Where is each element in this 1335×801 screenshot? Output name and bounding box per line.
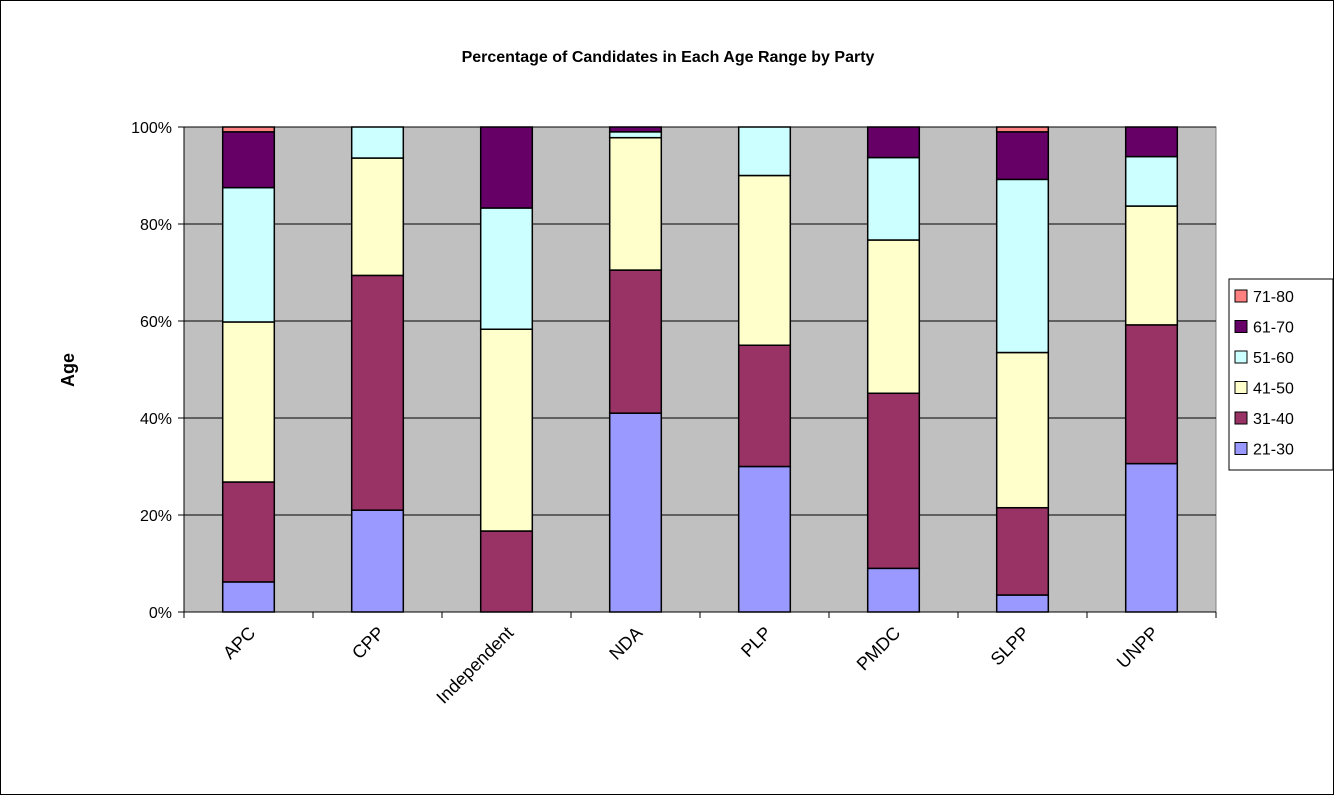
y-tick-label: 40% (140, 411, 172, 428)
bar-segment-slpp-71-80 (995, 126, 1050, 133)
legend-swatch (1234, 350, 1248, 364)
y-tick-label: 80% (140, 217, 172, 234)
y-tick-label: 0% (149, 605, 172, 622)
legend-swatch (1234, 289, 1248, 303)
y-tick-label: 100% (131, 120, 172, 137)
bar-segment-unpp-61-70 (1124, 126, 1179, 158)
y-tick-label: 60% (140, 314, 172, 331)
bar-segment-pmdc-31-40 (866, 392, 921, 570)
legend-box (1228, 278, 1334, 471)
bar-segment-independent-61-70 (479, 126, 534, 209)
bar-segment-apc-31-40 (221, 481, 276, 583)
bar-segment-slpp-51-60 (995, 178, 1050, 354)
axes (178, 126, 1217, 618)
bar-segment-nda-21-30 (608, 412, 663, 613)
bar-segment-cpp-21-30 (350, 509, 405, 613)
bar-segment-plp-31-40 (737, 344, 792, 468)
bar-segment-unpp-51-60 (1124, 155, 1179, 207)
bar-segment-independent-41-50 (479, 328, 534, 532)
bar-segment-unpp-21-30 (1124, 462, 1179, 613)
legend-label: 41-50 (1253, 381, 1294, 398)
legend-label: 31-40 (1253, 411, 1294, 428)
bar-segment-slpp-41-50 (995, 351, 1050, 509)
legend-swatch (1234, 381, 1248, 394)
bar-segment-plp-21-30 (737, 465, 792, 613)
bars (221, 126, 1179, 613)
bar-segment-slpp-31-40 (995, 506, 1050, 596)
bar-segment-apc-61-70 (221, 131, 276, 189)
legend-swatch (1234, 442, 1248, 455)
bar-segment-apc-41-50 (221, 321, 276, 483)
bar-segment-pmdc-51-60 (866, 156, 921, 241)
y-tick-label: 20% (140, 508, 172, 525)
legend-label: 51-60 (1253, 350, 1294, 367)
bar-segment-plp-41-50 (737, 174, 792, 346)
bar-segment-nda-41-50 (608, 136, 663, 271)
chart-title: Percentage of Candidates in Each Age Ran… (462, 49, 875, 66)
legend: 71-80 61-70 51-60 41-50 31-40 21-30 (1228, 278, 1334, 471)
bar-segment-nda-61-70 (608, 126, 663, 133)
bar-segment-cpp-31-40 (350, 274, 405, 511)
bar-segment-independent-31-40 (479, 530, 534, 613)
bar-segment-plp-51-60 (737, 126, 792, 177)
legend-label: 71-80 (1253, 289, 1294, 306)
bar-segment-cpp-51-60 (350, 126, 405, 159)
bar-segment-apc-21-30 (221, 581, 276, 613)
bar-segment-pmdc-61-70 (866, 126, 921, 159)
bar-segment-nda-31-40 (608, 269, 663, 414)
bar-segment-nda-51-60 (608, 131, 663, 139)
y-axis-label: Age (58, 353, 78, 387)
legend-label: 61-70 (1253, 320, 1294, 337)
bar-segment-unpp-41-50 (1124, 205, 1179, 326)
bar-segment-apc-51-60 (221, 186, 276, 323)
legend-swatch (1234, 320, 1248, 333)
bar-segment-slpp-61-70 (995, 131, 1050, 181)
bar-segment-independent-51-60 (479, 207, 534, 330)
bar-segment-unpp-31-40 (1124, 324, 1179, 465)
legend-swatch (1234, 411, 1248, 425)
bar-segment-apc-71-80 (221, 126, 276, 133)
bar-segment-pmdc-21-30 (866, 567, 921, 613)
y-tick-labels: 0% 20% 40% 60% 80% 100% (131, 120, 172, 622)
bar-segment-pmdc-41-50 (866, 239, 921, 395)
bar-segment-slpp-21-30 (995, 594, 1050, 613)
legend-label: 21-30 (1253, 442, 1294, 459)
bar-segment-cpp-41-50 (350, 157, 405, 277)
plot-area (183, 126, 1217, 613)
